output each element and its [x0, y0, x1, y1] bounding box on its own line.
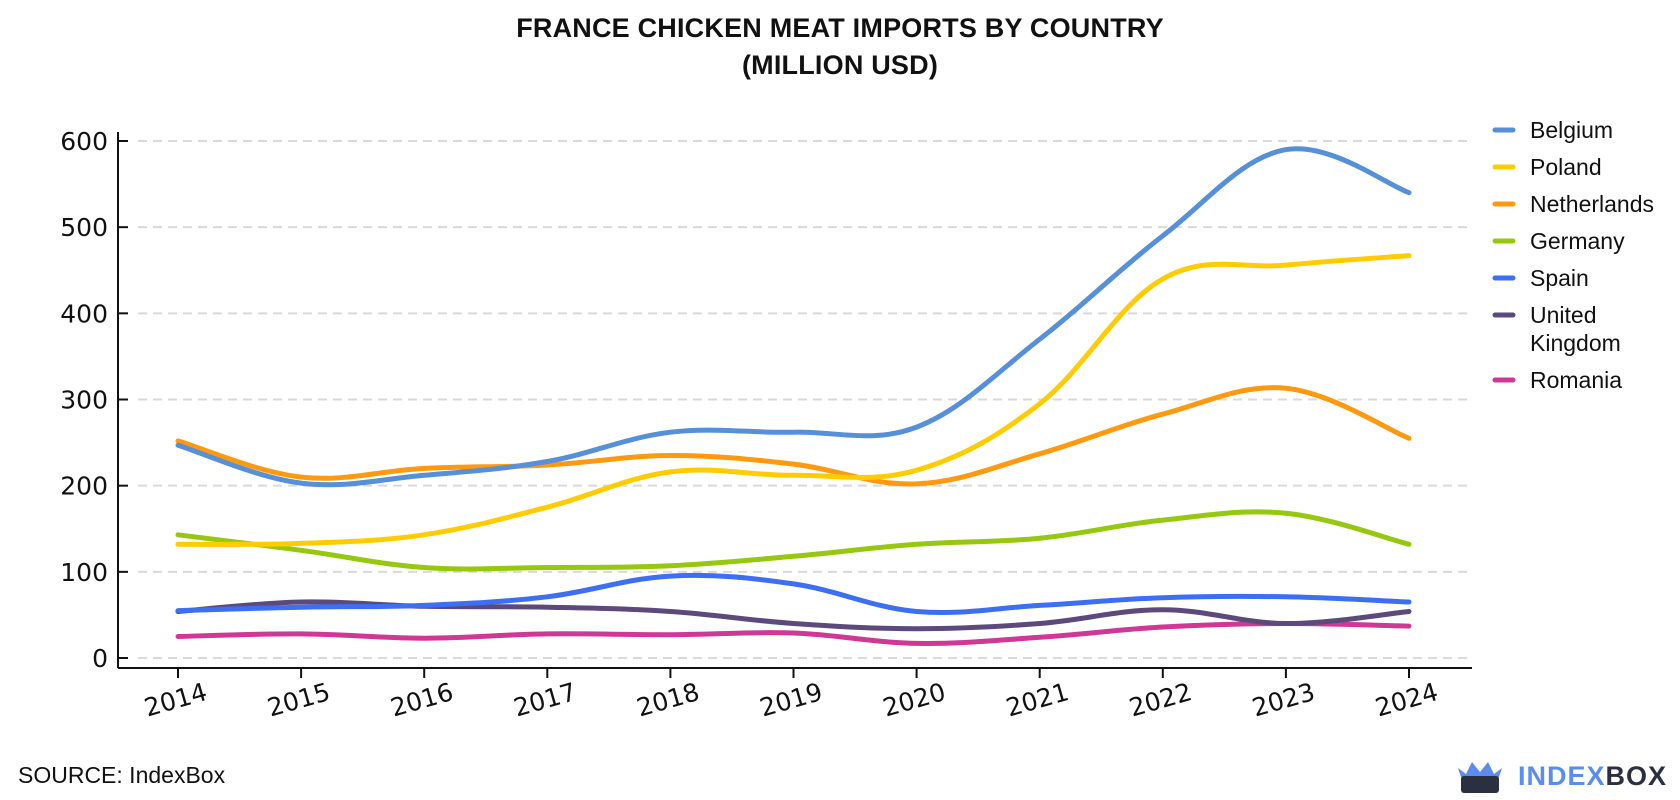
series-line-romania [175, 620, 1412, 646]
legend-item-spain: Spain [1492, 265, 1589, 291]
y-tick-label: 500 [60, 213, 108, 242]
x-tick-label: 2014 [141, 677, 210, 722]
chart-title-line-1: FRANCE CHICKEN MEAT IMPORTS BY COUNTRY [516, 13, 1164, 43]
crown-box-icon [1458, 762, 1502, 793]
series-line-germany [175, 509, 1412, 572]
y-tick-label: 600 [60, 127, 108, 156]
series-line-netherlands [175, 385, 1412, 487]
x-tick-label: 2022 [1126, 677, 1195, 722]
x-tick-label: 2021 [1003, 677, 1072, 722]
x-axis-ticks: 2014 2015 2016 2017 2018 2019 2020 2021 2022 2023… [141, 668, 1441, 723]
legend-item-romania: Romania [1492, 367, 1622, 393]
legend-label: Netherlands [1530, 191, 1654, 217]
x-tick-label: 2020 [880, 677, 949, 722]
y-tick-label: 0 [92, 644, 108, 673]
x-tick-label: 2019 [757, 677, 826, 722]
y-tick-label: 100 [60, 558, 108, 587]
x-tick-label: 2017 [510, 677, 579, 722]
x-tick-label: 2024 [1372, 677, 1441, 722]
grid-lines [138, 140, 1472, 659]
legend-item-poland: Poland [1492, 154, 1602, 180]
legend-item-united-kingdom: United Kingdom [1492, 302, 1621, 356]
y-tick-label: 300 [60, 386, 108, 415]
series-lines [175, 146, 1412, 646]
legend-item-netherlands: Netherlands [1492, 191, 1654, 217]
series-line-poland [175, 253, 1412, 547]
legend-item-belgium: Belgium [1492, 117, 1613, 143]
x-tick-label: 2018 [633, 677, 702, 722]
logo-text: INDEXBOX [1518, 761, 1667, 792]
x-tick-label: 2015 [264, 677, 333, 722]
legend-label: United Kingdom [1530, 302, 1621, 356]
legend-label: Belgium [1530, 117, 1613, 143]
logo-text-box: BOX [1605, 760, 1668, 791]
series-line-belgium [175, 146, 1412, 488]
x-tick-label: 2016 [387, 677, 456, 722]
legend-label: Spain [1530, 265, 1589, 291]
legend-label: Romania [1530, 367, 1622, 393]
source-note: SOURCE: IndexBox [18, 762, 226, 788]
indexbox-logo: INDEXBOX [1456, 756, 1667, 796]
legend-label: Germany [1530, 228, 1625, 254]
x-tick-label: 2023 [1249, 677, 1318, 722]
y-tick-label: 200 [60, 472, 108, 501]
chart-title: FRANCE CHICKEN MEAT IMPORTS BY COUNTRY (… [0, 10, 1680, 84]
y-axis-ticks: 0 100 200 300 400 500 600 [60, 127, 128, 673]
legend: Belgium Poland Netherlands Germany Spain Unit… [1492, 117, 1654, 393]
legend-item-germany: Germany [1492, 228, 1625, 254]
logo-text-index: INDEX [1518, 760, 1606, 791]
legend-label: Poland [1530, 154, 1602, 180]
y-tick-label: 400 [60, 299, 108, 328]
series-line-spain [175, 572, 1412, 616]
chart-title-line-2: (MILLION USD) [741, 50, 939, 80]
